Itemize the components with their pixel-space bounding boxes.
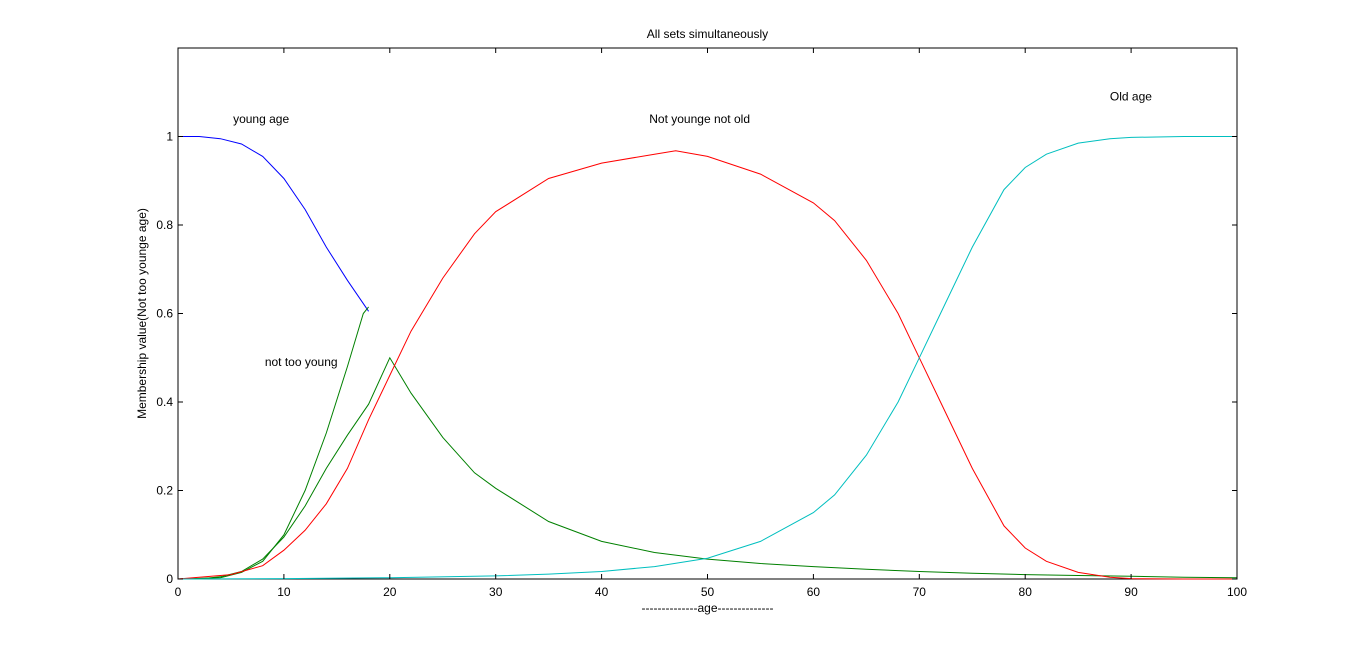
annotations: young age not too young Not younge not old… bbox=[233, 90, 1152, 369]
x-tick-label: 100 bbox=[1227, 585, 1247, 599]
y-tick-label: 0.6 bbox=[156, 307, 173, 321]
series-lines bbox=[177, 136, 1238, 580]
y-tick-label: 0 bbox=[166, 572, 173, 586]
x-tick-label: 10 bbox=[277, 585, 291, 599]
x-tick-label: 20 bbox=[383, 585, 397, 599]
x-tick-label: 90 bbox=[1124, 585, 1138, 599]
y-tick-label: 1 bbox=[166, 130, 173, 144]
x-tick-label: 70 bbox=[913, 585, 927, 599]
x-tick-label: 80 bbox=[1019, 585, 1033, 599]
y-tick-label: 0.4 bbox=[156, 395, 173, 409]
y-tick-label: 0.8 bbox=[156, 218, 173, 232]
x-tick-label: 40 bbox=[595, 585, 609, 599]
annotation-label-4: Old age bbox=[1110, 90, 1152, 104]
annotation-label-2: not too young bbox=[265, 355, 338, 369]
x-axis-label: --------------age-------------- bbox=[642, 601, 774, 615]
chart-title: All sets simultaneously bbox=[647, 27, 768, 41]
series-line-5 bbox=[177, 136, 1237, 580]
x-tick-label: 30 bbox=[489, 585, 503, 599]
annotation-label-1: young age bbox=[233, 112, 289, 126]
series-line-1 bbox=[178, 136, 370, 312]
x-tick-label: 60 bbox=[807, 585, 821, 599]
y-tick-label: 0.2 bbox=[156, 484, 173, 498]
series-line-4 bbox=[177, 150, 1237, 580]
x-tick-label: 0 bbox=[175, 585, 182, 599]
annotation-label-3: Not younge not old bbox=[649, 112, 750, 126]
plot-area bbox=[177, 47, 1238, 580]
y-axis-label: Membership value(Not too younge age) bbox=[135, 208, 149, 419]
axis-ticks: 0 10 20 30 40 50 60 70 80 90 100 0 0.2 0.4 0.6 0.8 1 bbox=[156, 48, 1247, 599]
x-tick-label: 50 bbox=[701, 585, 715, 599]
